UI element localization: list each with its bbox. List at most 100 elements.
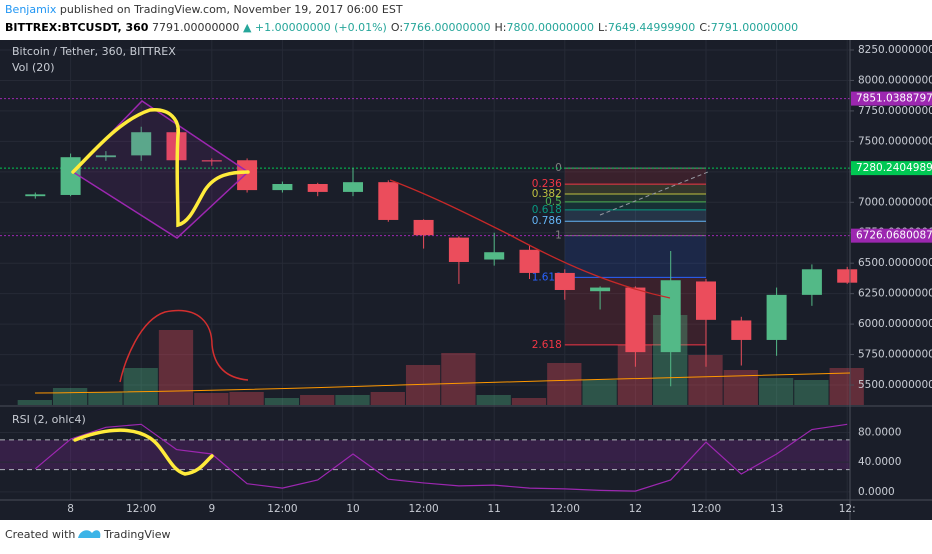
ohlc-value: 7800.00000000 bbox=[507, 21, 594, 34]
fib-band bbox=[564, 201, 706, 210]
x-tick-label: 12:00 bbox=[267, 503, 297, 515]
annotations bbox=[34, 100, 851, 476]
fib-label: 0.786 bbox=[532, 215, 562, 227]
candle-body bbox=[378, 182, 399, 220]
axes: 8 12:00 9 12:00 10 12:00 11 12:00 12 12:00 13 12:55… bbox=[67, 44, 932, 515]
logo bbox=[78, 530, 101, 538]
candle-body bbox=[131, 132, 152, 156]
chart-title: Bitcoin / Tether, 360, BITTREX bbox=[12, 45, 176, 58]
x-tick-label: 8 bbox=[67, 503, 74, 515]
candle-body bbox=[413, 219, 434, 236]
volume-bar bbox=[582, 380, 617, 405]
rsi-band bbox=[0, 439, 850, 470]
volume-label: Vol (20) bbox=[12, 61, 55, 74]
freehand-price bbox=[71, 108, 250, 228]
change: +1.00000000 (+0.01%) bbox=[255, 21, 387, 34]
last: 7791.00000000 bbox=[152, 21, 239, 34]
arrow: ▲ bbox=[243, 21, 252, 34]
volume-ma bbox=[34, 372, 851, 394]
x-tick-label: 9 bbox=[208, 503, 215, 515]
candle-body bbox=[343, 182, 363, 192]
volume-bar bbox=[370, 392, 405, 405]
price-label: 7851.03887975 bbox=[856, 93, 932, 105]
x-tick-label: 12:00 bbox=[126, 503, 156, 515]
candle-body bbox=[660, 280, 681, 353]
candle-body bbox=[731, 320, 752, 340]
fib-label: 1.618 bbox=[532, 271, 562, 283]
candle-body bbox=[95, 155, 116, 158]
moving-average bbox=[389, 179, 671, 299]
x-tick-label: 12:00 bbox=[691, 503, 721, 515]
volume-bar bbox=[88, 392, 123, 405]
price-label-bg bbox=[851, 228, 932, 243]
y-tick-label: 6500.00000000 bbox=[858, 257, 932, 269]
volume-bar bbox=[123, 368, 158, 405]
candle-body bbox=[766, 294, 787, 340]
candle-body bbox=[272, 184, 293, 191]
y-tick-label: 7000.00000000 bbox=[858, 196, 932, 208]
candle-body bbox=[448, 237, 469, 262]
fib-label: 0 bbox=[555, 162, 562, 174]
volume-bar bbox=[229, 392, 264, 405]
candle-body bbox=[25, 194, 46, 197]
volume-bar bbox=[17, 400, 52, 405]
candle-body bbox=[837, 269, 858, 283]
volume-bar bbox=[52, 388, 88, 405]
x-tick-label: 12: bbox=[839, 503, 856, 515]
volume-bar bbox=[441, 353, 476, 405]
fib-band bbox=[564, 209, 706, 222]
author[interactable]: Benjamix bbox=[5, 3, 57, 16]
fib-band bbox=[564, 221, 706, 236]
fib-label: 0.5 bbox=[545, 196, 562, 208]
fib-label: 0.382 bbox=[532, 188, 562, 200]
footer-brand[interactable]: TradingView bbox=[103, 528, 170, 541]
ohlc-label: H: bbox=[495, 21, 507, 34]
footer-created: Created with bbox=[5, 528, 75, 541]
volume-bar bbox=[300, 395, 335, 405]
rsi-tick-label: 80.0000 bbox=[858, 426, 901, 438]
y-tick-label: 8000.00000000 bbox=[858, 74, 932, 86]
rsi-tick-label: 40.0000 bbox=[858, 456, 901, 468]
x-tick-label: 13 bbox=[770, 503, 783, 515]
ohlc-label: O: bbox=[391, 21, 403, 34]
y-tick-label: 6000.00000000 bbox=[858, 318, 932, 330]
candle-body bbox=[60, 157, 81, 195]
y-tick-label: 5500.00000000 bbox=[858, 379, 932, 391]
freehand-volume bbox=[119, 309, 249, 383]
candle-body bbox=[590, 287, 611, 292]
fib-band bbox=[564, 193, 706, 202]
freehand-rsi bbox=[73, 428, 214, 476]
header-line2: BITTREX:BTCUSDT, 360 7791.00000000 ▲ +1.… bbox=[5, 21, 798, 34]
header-line1: Benjamix published on TradingView.com, N… bbox=[5, 3, 403, 16]
volume-bar bbox=[829, 368, 864, 405]
volume-bar bbox=[194, 393, 229, 405]
candle-body bbox=[554, 272, 575, 290]
candle-body bbox=[519, 249, 540, 273]
y-tick-label: 7750.00000000 bbox=[858, 105, 932, 117]
ohlc-value: 7791.00000000 bbox=[711, 21, 798, 34]
volume-bar bbox=[547, 363, 582, 405]
x-tick-label: 10 bbox=[346, 503, 359, 515]
price-label: 6726.06800877 bbox=[856, 230, 932, 242]
candle-body bbox=[484, 252, 505, 260]
y-tick-label: 6250.00000000 bbox=[858, 288, 932, 300]
volume-bar bbox=[794, 380, 829, 405]
fib-band bbox=[564, 168, 706, 185]
volume-bar bbox=[476, 395, 511, 405]
ohlc-value: 7649.44999900 bbox=[608, 21, 695, 34]
volume-bar bbox=[335, 395, 370, 405]
rsi-label: RSI (2, ohlc4) bbox=[12, 413, 86, 426]
volume-bar bbox=[511, 398, 547, 405]
fib-label: 2.618 bbox=[532, 339, 562, 351]
candle-body bbox=[201, 160, 222, 162]
volume-bar bbox=[758, 378, 794, 405]
price-label-bg bbox=[851, 161, 932, 176]
ohlc-label: L: bbox=[598, 21, 608, 34]
volume-bar bbox=[264, 398, 300, 405]
footer-bg bbox=[0, 520, 932, 550]
x-tick-label: 12 bbox=[629, 503, 642, 515]
symbol: BITTREX:BTCUSDT, 360 bbox=[5, 21, 149, 34]
fib-band bbox=[564, 235, 706, 278]
